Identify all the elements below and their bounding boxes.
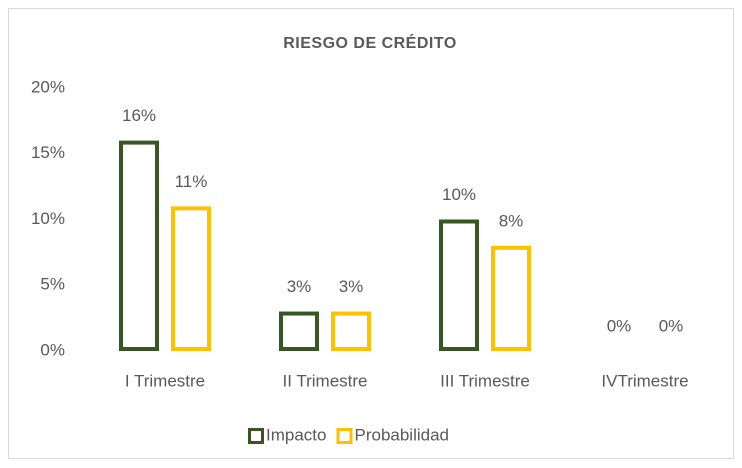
chart-title: RIESGO DE CRÉDITO <box>283 33 457 52</box>
legend-swatch <box>336 428 353 444</box>
legend-label: Impacto <box>266 425 326 444</box>
data-label: 11% <box>175 172 208 191</box>
data-label: 3% <box>339 277 364 296</box>
legend-label: Probabilidad <box>354 425 449 444</box>
data-label: 3% <box>287 277 312 296</box>
data-label: 8% <box>499 211 524 230</box>
bar <box>119 140 159 351</box>
x-tick-label: II Trimestre <box>282 371 367 390</box>
y-tick-label: 0% <box>40 340 65 359</box>
data-label: 0% <box>659 316 684 335</box>
y-tick-label: 5% <box>40 275 65 294</box>
legend-swatch <box>248 428 264 444</box>
bar <box>279 311 319 351</box>
data-label: 0% <box>607 316 632 335</box>
x-tick-label: I Trimestre <box>125 371 205 390</box>
bar <box>491 245 531 351</box>
bar <box>171 206 211 351</box>
y-tick-label: 10% <box>31 209 65 228</box>
bar <box>331 311 371 351</box>
bar <box>439 219 479 351</box>
data-label: 16% <box>122 106 156 125</box>
y-tick-label: 15% <box>31 143 65 162</box>
chart-border <box>8 8 734 459</box>
y-tick-label: 20% <box>31 77 65 96</box>
data-label: 10% <box>442 185 476 204</box>
x-tick-label: IVTrimestre <box>601 371 688 390</box>
x-tick-label: III Trimestre <box>440 371 530 390</box>
